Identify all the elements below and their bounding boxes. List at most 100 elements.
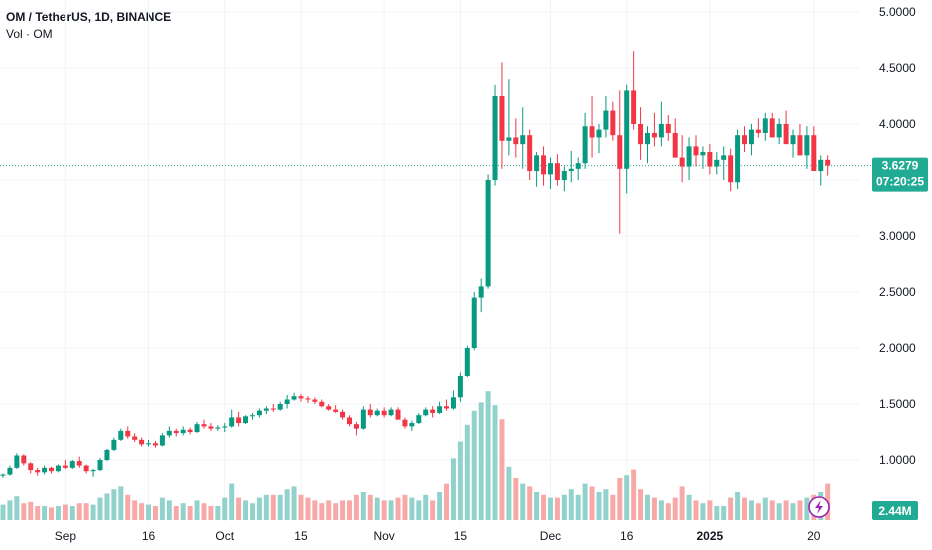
candle[interactable] [270, 404, 276, 412]
candle[interactable] [721, 146, 727, 180]
candle[interactable] [444, 399, 450, 411]
candle[interactable] [728, 148, 734, 192]
candle[interactable] [672, 118, 678, 158]
candles[interactable] [0, 51, 831, 478]
candle[interactable] [610, 101, 616, 141]
candle[interactable] [644, 126, 650, 164]
candle[interactable] [388, 407, 394, 417]
candle[interactable] [132, 433, 138, 443]
candle[interactable] [762, 112, 768, 141]
candle[interactable] [97, 457, 103, 472]
candle[interactable] [804, 126, 810, 169]
candle[interactable] [229, 409, 235, 428]
candle[interactable] [471, 292, 477, 351]
candle[interactable] [464, 345, 470, 378]
candle[interactable] [256, 408, 262, 418]
candle[interactable] [402, 417, 408, 429]
candle[interactable] [187, 427, 193, 435]
candle[interactable] [243, 415, 249, 425]
candle[interactable] [485, 174, 491, 289]
candle[interactable] [693, 135, 699, 167]
candle[interactable] [513, 118, 519, 158]
candle[interactable] [62, 460, 68, 469]
candle[interactable] [742, 126, 748, 152]
candle[interactable] [492, 84, 498, 186]
candle[interactable] [298, 393, 304, 402]
candle[interactable] [450, 390, 456, 410]
candle[interactable] [596, 124, 602, 154]
candle[interactable] [409, 420, 415, 431]
candle[interactable] [748, 124, 754, 156]
candle[interactable] [547, 157, 553, 189]
candle[interactable] [811, 126, 817, 172]
candle[interactable] [360, 406, 366, 430]
candle[interactable] [49, 466, 55, 474]
candle[interactable] [790, 129, 796, 158]
candle[interactable] [568, 150, 574, 183]
candle[interactable] [714, 152, 720, 175]
candle[interactable] [367, 404, 373, 418]
candle[interactable] [541, 146, 547, 186]
candle[interactable] [554, 154, 560, 186]
candle[interactable] [603, 96, 609, 138]
candle[interactable] [28, 462, 34, 474]
candle[interactable] [194, 421, 200, 434]
candle[interactable] [215, 425, 221, 431]
candle[interactable] [416, 412, 422, 425]
candle[interactable] [776, 118, 782, 145]
candle[interactable] [575, 157, 581, 180]
candle[interactable] [305, 396, 311, 403]
candle[interactable] [707, 144, 713, 175]
candle[interactable] [769, 112, 775, 138]
candle[interactable] [104, 448, 110, 462]
candle[interactable] [180, 426, 186, 436]
candle[interactable] [42, 465, 48, 475]
candle[interactable] [658, 101, 664, 147]
candle[interactable] [534, 152, 540, 187]
time-axis[interactable]: Sep 16 Oct 15 Nov 15 Dec 16 2025 20 [55, 529, 821, 543]
candle[interactable] [139, 437, 145, 447]
candle[interactable] [423, 407, 429, 417]
candle[interactable] [797, 124, 803, 156]
candle[interactable] [665, 115, 671, 141]
candle[interactable] [520, 107, 526, 169]
candle[interactable] [506, 79, 512, 156]
candle[interactable] [236, 411, 242, 427]
candle[interactable] [686, 137, 692, 180]
candle[interactable] [263, 406, 269, 415]
candle[interactable] [83, 464, 89, 474]
candle[interactable] [353, 421, 359, 436]
candle[interactable] [21, 454, 27, 466]
candle[interactable] [679, 135, 685, 183]
candle[interactable] [340, 409, 346, 420]
candle[interactable] [527, 129, 533, 180]
candle[interactable] [561, 166, 567, 192]
candle[interactable] [582, 112, 588, 169]
candle[interactable] [249, 412, 255, 420]
candle[interactable] [35, 467, 41, 476]
candle[interactable] [319, 399, 325, 408]
candle[interactable] [14, 453, 20, 469]
candle[interactable] [631, 51, 637, 130]
candle[interactable] [7, 465, 13, 476]
candle[interactable] [735, 129, 741, 189]
candle[interactable] [90, 468, 96, 477]
candle[interactable] [395, 407, 401, 420]
candle[interactable] [430, 406, 436, 418]
candle[interactable] [291, 392, 297, 401]
candle[interactable] [457, 372, 463, 402]
candle[interactable] [617, 90, 623, 234]
candle[interactable] [374, 408, 380, 417]
candle[interactable] [825, 155, 831, 176]
candle[interactable] [624, 84, 630, 194]
candle[interactable] [152, 440, 158, 448]
candle[interactable] [783, 110, 789, 145]
candle[interactable] [347, 415, 352, 427]
candle[interactable] [76, 456, 82, 468]
candle[interactable] [55, 464, 61, 473]
candle[interactable] [284, 395, 290, 409]
candle[interactable] [437, 401, 443, 415]
candle[interactable] [326, 404, 332, 411]
price-axis[interactable]: 5.00004.50004.00003.50003.00002.50002.00… [879, 5, 916, 467]
candle[interactable] [651, 112, 657, 147]
